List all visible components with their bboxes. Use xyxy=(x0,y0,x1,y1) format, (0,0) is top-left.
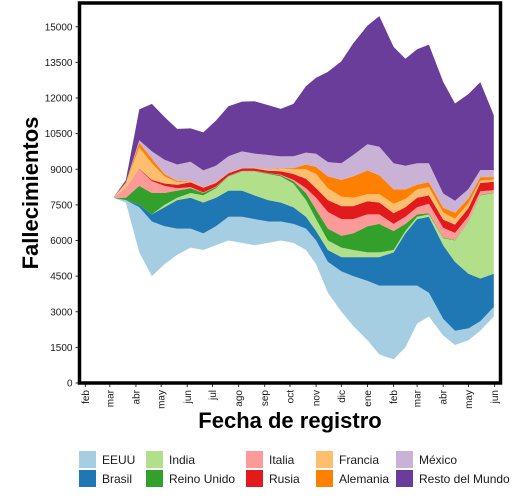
x-tick-label: abr xyxy=(131,389,142,404)
legend-key-reino-unido xyxy=(146,470,163,487)
x-tick-label: dic xyxy=(337,390,348,403)
legend-label-m-xico: México xyxy=(419,453,457,467)
series-area-alemania xyxy=(113,142,494,219)
y-tick-label: 15000 xyxy=(45,22,73,33)
legend-key-italia xyxy=(246,451,263,468)
series-area-francia xyxy=(113,147,494,225)
x-axis: feb mar abr may jun jul ago sep oct nov dic ene feb m… xyxy=(81,383,501,409)
y-tick-label: 3000 xyxy=(50,307,73,318)
legend-key-alemania xyxy=(316,470,333,487)
x-tick-label: jul xyxy=(208,390,219,401)
x-axis-title: Fecha de registro xyxy=(198,408,381,433)
series-area-india xyxy=(113,171,494,279)
series-areas xyxy=(113,16,494,360)
series-area-reino-unido xyxy=(113,171,494,253)
series-area-resto-del-mundo xyxy=(113,16,494,201)
legend-label-resto-del-mundo: Resto del Mundo xyxy=(419,472,510,486)
y-tick-label: 4500 xyxy=(50,272,73,283)
x-tick-label: feb xyxy=(81,390,92,404)
legend-label-alemania: Alemania xyxy=(339,472,389,486)
plot-border xyxy=(77,1,503,385)
series-area-rusia xyxy=(113,168,494,233)
legend-key-resto-del-mundo xyxy=(396,470,413,487)
legend-label-italia: Italia xyxy=(269,453,295,467)
x-tick-label: feb xyxy=(389,390,400,404)
x-tick-label: nov xyxy=(312,390,323,406)
legend-key-m-xico xyxy=(396,451,413,468)
y-tick-label: 1500 xyxy=(50,343,73,354)
legend-label-rusia: Rusia xyxy=(269,472,300,486)
y-tick-label: 13500 xyxy=(45,58,73,69)
legend-key-francia xyxy=(316,451,333,468)
series-area-brasil xyxy=(113,190,494,331)
legend-key-eeuu xyxy=(79,451,96,468)
x-tick-label: oct xyxy=(286,390,297,404)
legend-key-india xyxy=(146,451,163,468)
x-tick-label: jun xyxy=(183,390,194,404)
legend-label-brasil: Brasil xyxy=(102,472,132,486)
y-tick-label: 0 xyxy=(67,379,73,390)
series-area-m-xico xyxy=(113,140,494,213)
x-tick-label: sep xyxy=(260,390,271,407)
legend: EEUU Brasil India Reino Unido Italia Rusia Fra… xyxy=(79,451,510,487)
y-tick-label: 6000 xyxy=(50,236,73,247)
y-tick-label: 10500 xyxy=(45,129,73,140)
x-tick-label: mar xyxy=(105,389,116,407)
y-tick-label: 7500 xyxy=(50,200,73,211)
legend-key-brasil xyxy=(79,470,96,487)
y-axis: 0 1500 3000 4500 6000 7500 9000 10500 12000 13500… xyxy=(45,22,80,390)
legend-label-eeuu: EEUU xyxy=(102,453,135,467)
x-tick-label: may xyxy=(157,390,168,409)
y-tick-label: 9000 xyxy=(50,165,73,176)
legend-label-francia: Francia xyxy=(339,453,379,467)
legend-label-india: India xyxy=(169,453,195,467)
y-axis-title: Fallecimientos xyxy=(18,117,43,270)
x-tick-label: mar xyxy=(413,389,424,407)
x-tick-label: jun xyxy=(490,390,501,404)
x-tick-label: may xyxy=(464,390,475,409)
x-tick-label: ago xyxy=(234,390,245,407)
legend-label-reino-unido: Reino Unido xyxy=(169,472,235,486)
series-area-italia xyxy=(113,169,494,240)
legend-key-rusia xyxy=(246,470,263,487)
series-area-eeuu xyxy=(113,197,494,360)
x-tick-label: abr xyxy=(439,389,450,404)
y-tick-label: 12000 xyxy=(45,94,73,105)
x-tick-label: ene xyxy=(363,390,374,407)
